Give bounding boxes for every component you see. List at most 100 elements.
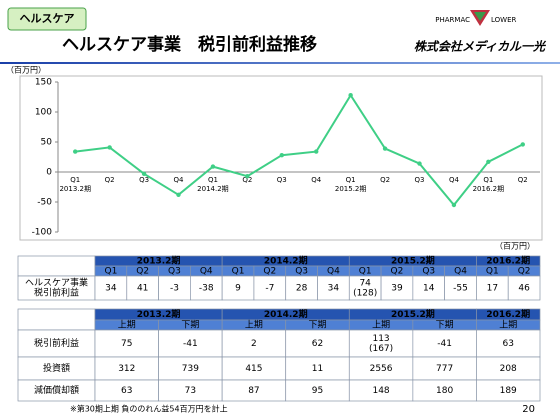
row-label: 投資額	[43, 362, 70, 374]
marker	[520, 142, 525, 147]
cell	[221, 329, 287, 358]
marker	[176, 192, 181, 197]
table-unit: （百万円）	[495, 242, 535, 251]
period-label: 2014.2期	[264, 255, 308, 267]
y-tick-label: -100	[32, 228, 53, 238]
cell-note: (128)	[353, 289, 377, 299]
marker	[382, 146, 388, 151]
cell-value: 39	[391, 284, 403, 294]
cell-value: 28	[296, 284, 308, 294]
cell-value: 95	[312, 386, 323, 396]
x-tick-label: Q4	[174, 176, 185, 184]
cell-value: 74	[359, 279, 371, 289]
cell-value: 312	[118, 364, 135, 374]
marker	[73, 149, 78, 154]
logo-icon-inner	[474, 12, 486, 21]
y-tick-label: 0	[46, 168, 52, 178]
cell-value: 75	[121, 339, 132, 349]
x-tick-label: Q1	[70, 176, 80, 184]
cell-value: -41	[183, 339, 198, 349]
period-label: 2016.2期	[486, 308, 530, 320]
x-group-label: 2013.2期	[59, 185, 91, 193]
period-label: 2015.2期	[391, 308, 435, 320]
cell	[94, 275, 128, 301]
cell	[476, 329, 541, 358]
cell	[412, 329, 477, 358]
cell-value: 73	[185, 386, 196, 396]
cell	[285, 275, 318, 301]
tab-box	[7, 7, 87, 31]
cell	[507, 275, 541, 301]
header-blank	[17, 255, 96, 277]
cell-value: 34	[105, 284, 117, 294]
tab-label: ヘルスケア	[20, 12, 75, 25]
company-name: 株式会社メディカル一光	[414, 40, 547, 54]
chart-frame	[19, 75, 543, 241]
cell-value: 34	[328, 284, 340, 294]
row-label: ヘルスケア事業	[25, 277, 88, 289]
cell	[158, 275, 191, 301]
cell-value: 87	[248, 386, 259, 396]
cell-value: 739	[182, 364, 199, 374]
marker	[417, 161, 422, 166]
x-group-label: 2015.2期	[335, 185, 367, 193]
quarter-label: Q2	[263, 267, 276, 277]
quarter-label: Q1	[104, 267, 117, 277]
cell-value: -41	[437, 339, 452, 349]
cell	[94, 329, 159, 358]
quarter-label: Q4	[454, 267, 467, 277]
slide-title: ヘルスケア事業 税引前利益推移	[62, 34, 317, 55]
line	[75, 93, 524, 207]
cell-value: 189	[500, 386, 517, 396]
period-label: 2013.2期	[137, 255, 181, 267]
x-tick-label: Q3	[139, 176, 149, 184]
quarter-label: Q2	[518, 267, 531, 277]
half-label: 上期	[372, 320, 390, 331]
quarter-label: Q3	[295, 267, 308, 277]
cell-value: 11	[312, 364, 323, 374]
cell	[158, 329, 223, 358]
cell-value: 208	[500, 364, 517, 374]
x-tick-label: Q4	[449, 176, 460, 184]
cell-value: 41	[137, 284, 148, 294]
cell-value: -3	[170, 284, 179, 294]
header-rule	[0, 62, 560, 64]
cell	[476, 379, 541, 402]
quarter-label: Q1	[486, 267, 499, 277]
y-tick-label: 100	[35, 108, 52, 118]
x-tick-label: Q1	[483, 176, 493, 184]
half-label: 上期	[118, 320, 136, 331]
x-tick-label: Q3	[277, 176, 287, 184]
cell-value: 17	[487, 284, 498, 294]
half-label: 下期	[436, 320, 454, 331]
cell-value: 2556	[370, 364, 393, 374]
marker	[107, 145, 112, 150]
y-tick-label: 50	[41, 138, 53, 148]
y-tick-label: -50	[37, 198, 52, 208]
quarter-label: Q2	[136, 267, 149, 277]
cell-value: 46	[518, 284, 530, 294]
period-label: 2016.2期	[486, 255, 530, 267]
marker	[451, 202, 457, 208]
x-tick-label: Q2	[518, 176, 528, 184]
period-label: 2015.2期	[391, 255, 435, 267]
cell	[317, 275, 350, 301]
x-tick-label: Q1	[346, 176, 356, 184]
cell-value: 2	[251, 339, 257, 349]
cell	[444, 275, 477, 301]
period-label: 2014.2期	[264, 308, 308, 320]
cell-value: -38	[199, 284, 214, 294]
half-label: 下期	[308, 320, 326, 331]
y-tick-label: 150	[35, 78, 52, 88]
marker	[245, 174, 250, 179]
logo-left: PHARMAC	[435, 16, 470, 24]
half-label: 上期	[245, 320, 263, 331]
marker	[348, 93, 353, 98]
footnote: ※第30期上期 負ののれん益54百万円を計上	[70, 404, 228, 414]
cell	[253, 275, 287, 301]
x-tick-label: Q2	[242, 176, 252, 184]
x-tick-label: Q4	[311, 176, 322, 184]
quarter-label: Q2	[391, 267, 404, 277]
cell-value: 9	[235, 284, 241, 294]
half-label: 上期	[499, 320, 517, 331]
